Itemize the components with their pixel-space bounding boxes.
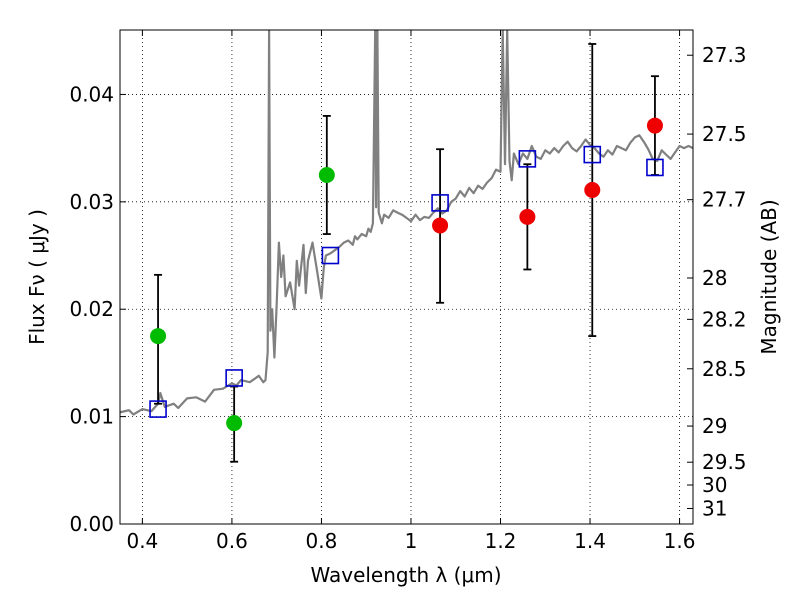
plot-frame	[119, 29, 694, 525]
data-point-circle	[150, 328, 167, 345]
error-bars	[154, 43, 659, 463]
axis-ticks: 0.4 0.6 0.8 1 1.2 1.4 1.6 0.00 0.01 0.02 0.03 0.04 2…	[69, 30, 747, 553]
data-point-circle	[584, 182, 601, 199]
data-point-circle	[519, 208, 536, 225]
x-tick-label: 1	[405, 529, 418, 553]
grid	[120, 30, 693, 524]
y-tick-label: 0.03	[69, 190, 114, 214]
x-tick-label: 0.8	[306, 529, 338, 553]
x-tick-label: 1.2	[485, 529, 517, 553]
model-point-square	[583, 145, 602, 164]
data-markers	[149, 117, 664, 432]
model-point-square	[646, 158, 664, 177]
spectrum-line	[120, 30, 693, 416]
mag-tick-label: 28	[702, 266, 727, 290]
mag-tick-label: 28.2	[702, 307, 747, 331]
model-point-square	[431, 194, 449, 212]
x-tick-label: 0.6	[216, 529, 248, 553]
y-tick-label: 0.02	[69, 297, 114, 321]
y-tick-label: 0.01	[69, 405, 114, 429]
model-point-square	[149, 400, 167, 418]
mag-tick-label: 27.3	[702, 43, 747, 67]
mag-tick-label: 29	[702, 414, 727, 438]
model-point-square	[225, 369, 243, 387]
model-point-square	[321, 246, 340, 265]
mag-tick-label: 30	[702, 473, 727, 497]
y-tick-label: 0.00	[69, 512, 114, 536]
mag-tick-label: 31	[702, 496, 727, 520]
model-point-square	[518, 150, 537, 168]
x-axis-label: Wavelength λ (μm)	[310, 563, 501, 587]
data-point-circle	[318, 166, 335, 183]
x-tick-label: 0.4	[126, 529, 158, 553]
y-tick-label: 0.04	[69, 82, 114, 106]
data-point-circle	[432, 217, 449, 234]
y-axis-right-label: Magnitude (AB)	[757, 199, 781, 354]
data-point-circle	[646, 117, 663, 134]
data-point-circle	[226, 415, 243, 432]
mag-tick-label: 28.5	[702, 357, 747, 381]
mag-tick-label: 27.7	[702, 188, 747, 212]
mag-tick-label: 29.5	[702, 450, 747, 474]
x-tick-label: 1.4	[574, 529, 606, 553]
x-tick-label: 1.6	[664, 529, 696, 553]
y-axis-label: Flux Fν ( μJy )	[25, 209, 49, 345]
mag-tick-label: 27.5	[702, 122, 747, 146]
